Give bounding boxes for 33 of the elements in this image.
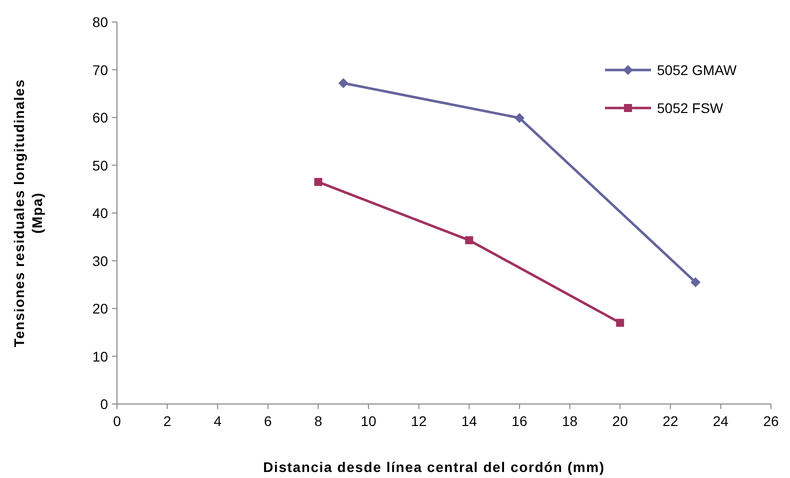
y-tick-label: 60 bbox=[92, 110, 108, 126]
legend-label: 5052 GMAW bbox=[657, 62, 738, 78]
x-tick-label: 8 bbox=[314, 413, 322, 429]
x-tick-label: 10 bbox=[360, 413, 377, 429]
x-tick-label: 22 bbox=[662, 413, 678, 429]
legend-label: 5052 FSW bbox=[657, 100, 724, 116]
y-tick-label: 20 bbox=[92, 300, 108, 316]
x-axis-title: Distancia desde línea central del cordón (mm) bbox=[263, 459, 605, 475]
x-tick-label: 18 bbox=[562, 413, 578, 429]
point bbox=[314, 178, 322, 186]
x-tick-label: 14 bbox=[461, 413, 478, 429]
y-tick-label: 40 bbox=[92, 205, 108, 221]
point bbox=[616, 318, 624, 327]
x-tick-label: 6 bbox=[264, 413, 272, 429]
point bbox=[338, 78, 348, 88]
y-axis-title: Tensiones residuales longitudinales (Mpa) bbox=[11, 78, 45, 348]
x-tick-label: 4 bbox=[214, 413, 222, 429]
y-tick-label: 70 bbox=[92, 62, 108, 78]
x-tick-label: 24 bbox=[712, 413, 729, 429]
x-tick-label: 0 bbox=[113, 413, 122, 429]
x-tick-label: 12 bbox=[411, 413, 427, 429]
x-tick-label: 26 bbox=[763, 413, 779, 429]
y-tick-label: 80 bbox=[92, 14, 108, 30]
x-tick-label: 16 bbox=[512, 413, 528, 429]
point bbox=[465, 236, 474, 244]
x-tick-label: 2 bbox=[163, 413, 172, 429]
point bbox=[514, 112, 524, 123]
y-tick-label: 0 bbox=[100, 396, 108, 412]
point bbox=[690, 277, 701, 288]
y-tick-label: 30 bbox=[92, 252, 108, 269]
y-tick-label: 10 bbox=[92, 348, 108, 364]
x-tick-label: 20 bbox=[612, 413, 628, 429]
y-tick-label: 50 bbox=[92, 157, 108, 174]
